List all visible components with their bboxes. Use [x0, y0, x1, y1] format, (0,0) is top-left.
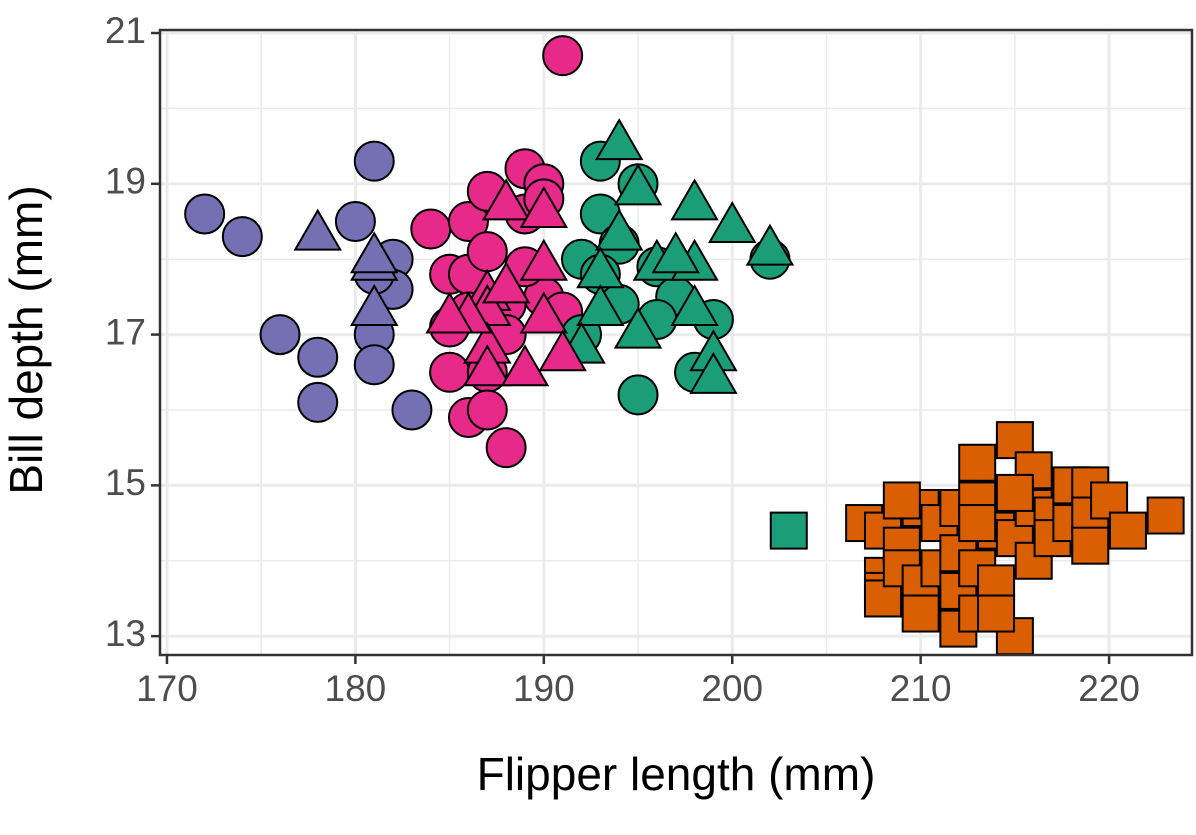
point [542, 35, 584, 77]
y-tick-label: 21 [105, 10, 146, 51]
point [410, 208, 452, 250]
y-tick-label: 13 [105, 613, 146, 654]
point [882, 481, 921, 520]
point [297, 336, 339, 378]
point [901, 594, 940, 633]
point [519, 291, 569, 334]
point [500, 344, 550, 387]
y-tick-label: 19 [105, 161, 146, 202]
x-tick-label: 180 [325, 668, 387, 709]
point [519, 238, 569, 281]
point [353, 140, 395, 182]
point [221, 216, 263, 258]
point [297, 381, 339, 423]
point [463, 344, 512, 387]
x-tick-label: 220 [1078, 668, 1140, 709]
point [594, 208, 644, 251]
point [466, 231, 508, 273]
point [447, 200, 489, 242]
x-tick-label: 200 [701, 668, 763, 709]
x-tick-label: 190 [513, 668, 575, 709]
point [594, 118, 644, 161]
point [466, 389, 508, 431]
point [708, 201, 757, 244]
point [958, 443, 997, 482]
y-axis-label: Bill depth (mm) [0, 185, 52, 494]
point [1071, 526, 1110, 565]
point [293, 208, 342, 251]
point [353, 344, 395, 386]
point [670, 283, 719, 326]
x-tick-label: 210 [890, 668, 952, 709]
x-axis-label: Flipper length (mm) [477, 748, 876, 800]
point [617, 374, 659, 416]
y-tick-label: 15 [105, 462, 146, 503]
panel-border [158, 28, 1194, 657]
point [1146, 496, 1185, 535]
point [334, 200, 376, 242]
point [481, 178, 531, 221]
point [481, 261, 531, 304]
point [429, 351, 471, 393]
point [350, 283, 399, 326]
point [425, 291, 474, 334]
point [745, 223, 795, 266]
point [538, 329, 587, 372]
point [670, 178, 719, 221]
point [769, 511, 808, 550]
y-tick-label: 17 [105, 311, 146, 352]
point [576, 283, 625, 326]
point [259, 314, 301, 356]
point [1108, 511, 1147, 550]
point [958, 504, 997, 543]
point [651, 231, 700, 274]
point [613, 306, 663, 349]
point [350, 231, 399, 274]
point [995, 473, 1034, 512]
point [485, 427, 527, 469]
x-tick-label: 170 [136, 668, 198, 709]
point [519, 185, 569, 228]
point [184, 193, 226, 235]
point [613, 163, 663, 206]
point [391, 389, 433, 431]
point [689, 351, 738, 394]
point [977, 594, 1016, 633]
